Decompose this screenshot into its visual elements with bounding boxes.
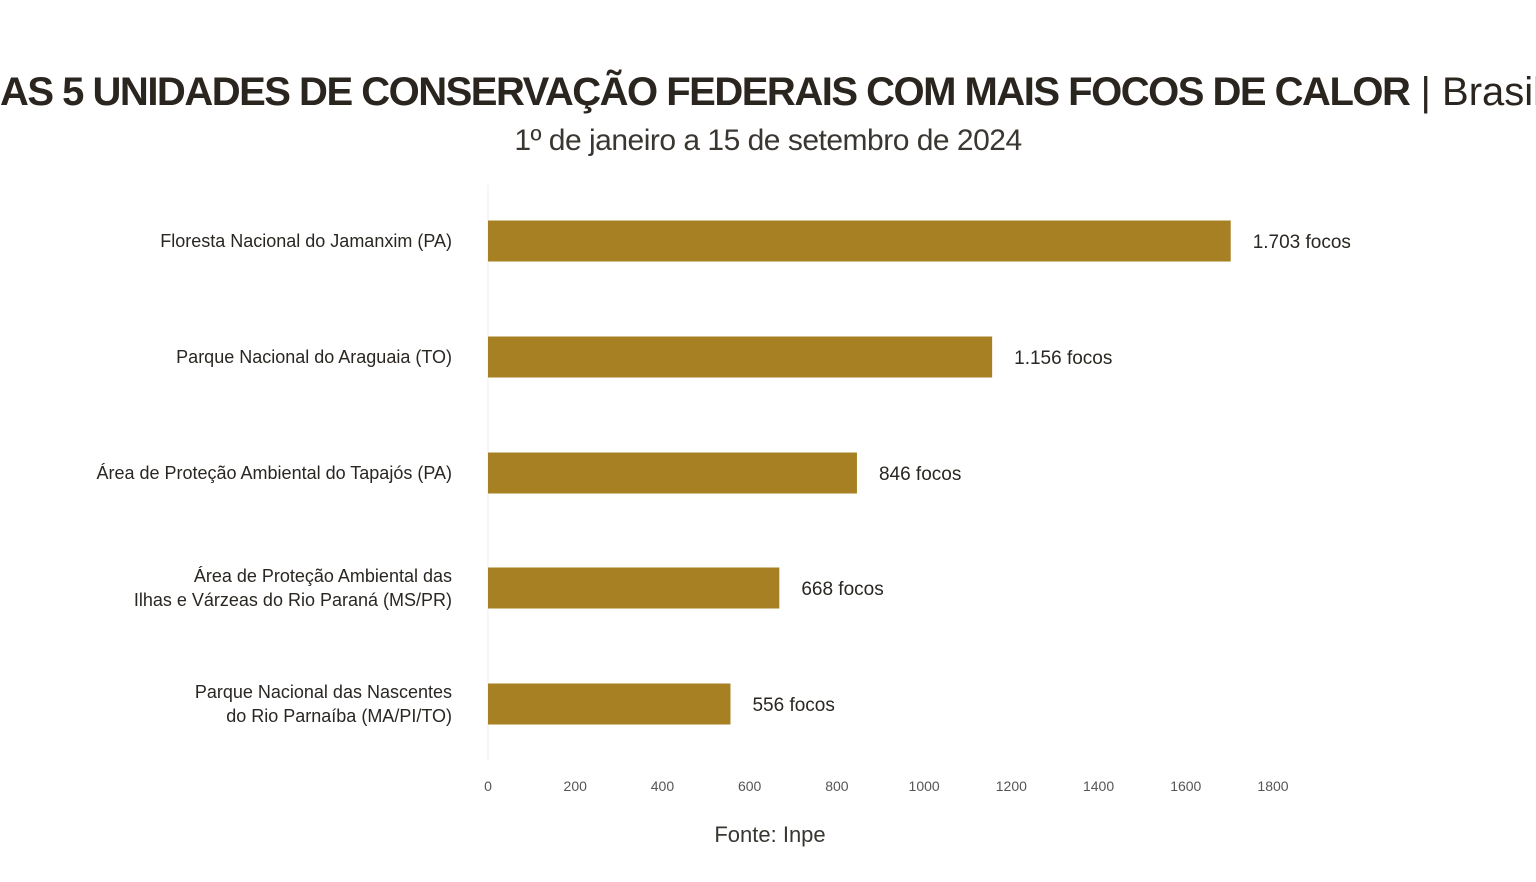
category-label: do Rio Parnaíba (MA/PI/TO) [226,706,452,726]
category-label: Área de Proteção Ambiental do Tapajós (P… [96,463,452,483]
x-tick-label: 1000 [909,778,940,794]
category-label: Floresta Nacional do Jamanxim (PA) [160,231,452,251]
title-suffix: Brasil [1442,70,1536,114]
x-tick-label: 1600 [1170,778,1201,794]
bar [488,683,731,725]
category-label: Área de Proteção Ambiental das [194,566,452,586]
x-tick-label: 800 [825,778,849,794]
category-label: Ilhas e Várzeas do Rio Paraná (MS/PR) [134,590,452,610]
x-tick-label: 1800 [1257,778,1288,794]
bar [488,452,857,494]
data-label: 668 focos [801,579,883,600]
x-tick-label: 600 [738,778,762,794]
x-tick-label: 1200 [996,778,1027,794]
title-main: AS 5 UNIDADES DE CONSERVAÇÃO FEDERAIS CO… [0,70,1411,114]
data-label: 1.703 focos [1253,232,1351,253]
x-tick-label: 400 [651,778,675,794]
title-separator: | [1420,70,1431,114]
bar [488,336,993,378]
data-label: 1.156 focos [1014,348,1112,369]
source-note: Fonte: Inpe [714,822,826,847]
bar [488,567,780,609]
data-label: 556 focos [752,695,834,716]
bar [488,220,1231,262]
chart-subtitle: 1º de janeiro a 15 de setembro de 2024 [514,124,1022,157]
data-label: 846 focos [879,464,961,485]
category-label: Parque Nacional das Nascentes [195,682,452,702]
x-tick-label: 1400 [1083,778,1114,794]
category-label: Parque Nacional do Araguaia (TO) [176,347,452,367]
chart-title: AS 5 UNIDADES DE CONSERVAÇÃO FEDERAIS CO… [0,70,1536,115]
x-tick-label: 200 [564,778,588,794]
x-tick-label: 0 [484,778,492,794]
